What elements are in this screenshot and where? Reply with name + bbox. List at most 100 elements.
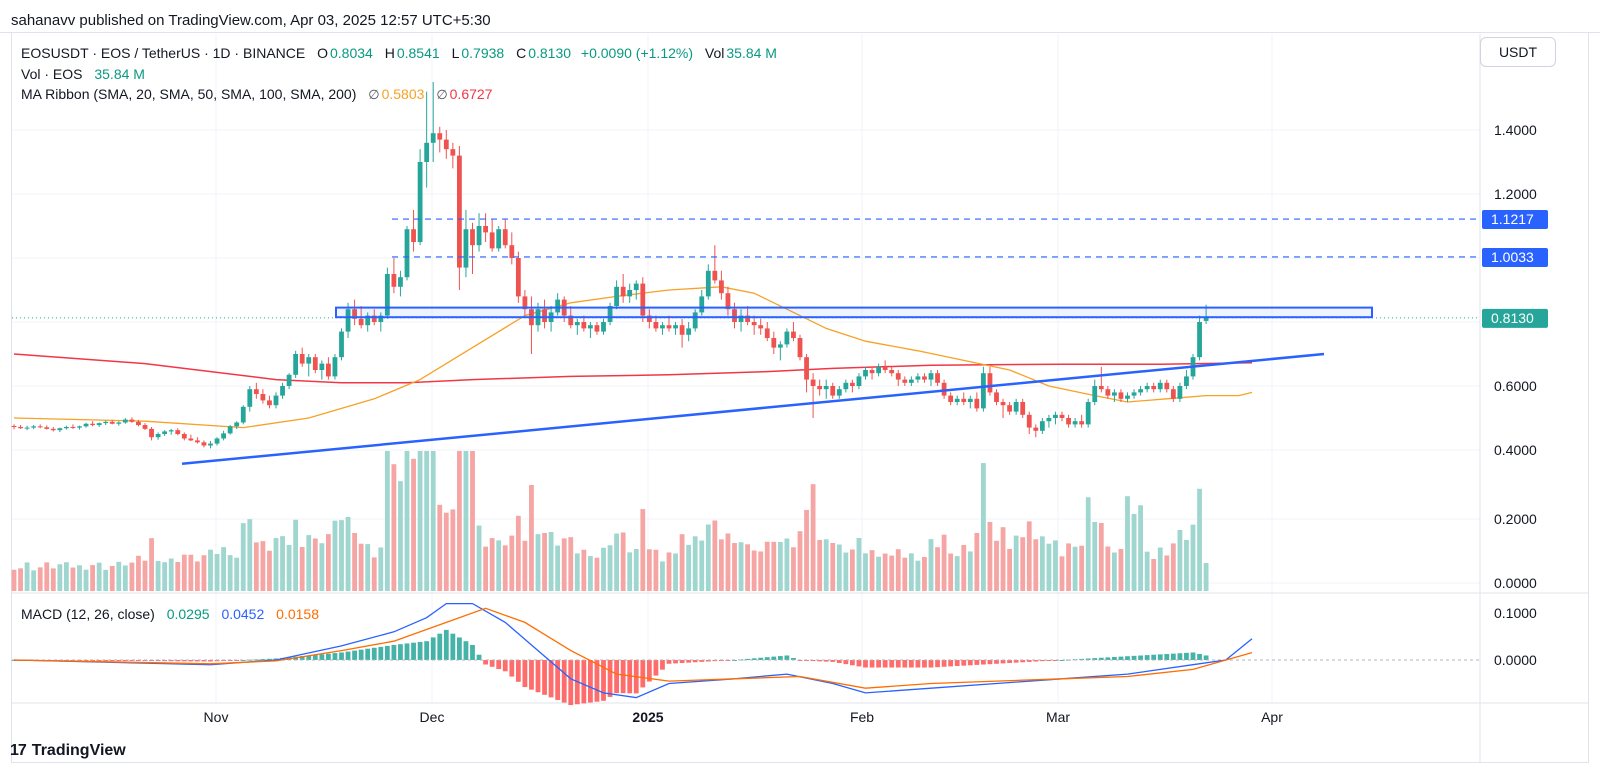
candle-body [745,315,750,322]
close-value: 0.8130 [528,45,572,61]
volume-bar [299,547,305,591]
macd-histogram-bar [417,641,423,660]
macd-histogram-bar [1170,653,1176,660]
macd-histogram-bar [915,660,921,668]
candle-body [974,398,980,409]
volume-bar [50,568,56,591]
volume-bar [437,504,443,591]
candle-body [981,373,986,409]
symbol-legend[interactable]: EOSUSDT · EOS / TetherUS · 1D · BINANCE … [21,45,779,61]
macd-histogram-bar [476,654,482,660]
volume-bar [522,540,528,591]
macd-histogram-bar [267,658,272,660]
tradingview-brand[interactable]: 17 TradingView [10,742,126,760]
macd-legend[interactable]: MACD (12, 26, close) 0.0295 0.0452 0.015… [21,606,321,622]
volume-bar [732,543,737,591]
candle-body [496,229,502,249]
volume-bar [103,569,109,591]
candle-body [18,426,23,429]
candle-body [836,389,842,396]
volume-bar [293,519,299,591]
candle-body [935,373,940,383]
candle-body [823,386,829,390]
macd-histogram-bar [568,660,574,706]
candle-body [240,406,246,423]
volume-bar [1020,537,1026,591]
candle-body [1033,427,1039,431]
volume-bar [614,533,619,591]
candle-body [11,426,17,427]
candle-body [162,431,168,434]
macd-histogram-bar [312,654,318,660]
hidden-series-icon[interactable]: ∅ [368,87,380,102]
vol-value: 35.84 M [726,45,777,61]
volume-bar [850,549,855,591]
high-value: 0.8541 [396,45,440,61]
macd-histogram-bar [155,660,161,662]
volume-bar [90,565,95,591]
candle-body [908,379,914,383]
candle-body [705,270,711,297]
macd-histogram-bar [738,659,744,661]
price-tick-label: 1.4000 [1494,122,1537,138]
volume-bar [581,549,587,591]
candle-body [699,296,705,313]
candle-body [784,331,790,345]
price-tick-label: 0.4000 [1494,442,1537,458]
candle-body [509,245,515,258]
macd-histogram-bar [908,660,914,668]
candle-body [1098,386,1104,390]
volume-bar [44,562,50,591]
candle-body [44,427,50,429]
macd-histogram-bar [129,660,135,661]
candle-body [791,331,796,338]
candle-body [850,382,855,386]
candle-body [1066,418,1071,425]
macd-histogram-bar [679,660,685,664]
macd-histogram-bar [1131,655,1137,660]
candle-body [804,357,809,380]
volume-bar [876,556,881,591]
volume-bar [129,562,135,591]
candle-body [345,309,351,332]
candle-body [391,274,397,287]
macd-histogram-bar [817,660,823,662]
volume-bar [306,535,312,591]
candle-body [37,426,43,428]
volume-bar [699,540,705,591]
volume-bar [705,524,711,591]
volume-bar [869,550,875,591]
candle-body [843,382,849,390]
macd-label: MACD (12, 26, close) [21,606,155,622]
macd-histogram-bar [882,660,888,668]
volume-bar [122,565,128,591]
ma-ribbon-label: MA Ribbon (SMA, 20, SMA, 50, SMA, 100, S… [21,86,357,102]
macd-histogram-bar [181,660,187,662]
macd-histogram-bar [1138,655,1143,660]
macd-histogram-bar [109,660,115,661]
macd-histogram-bar [483,660,488,665]
candle-body [502,229,508,246]
open-value: 0.8034 [330,45,373,61]
macd-histogram-bar [705,660,711,662]
candle-body [607,306,613,322]
volume-bar [391,464,397,591]
volume-bar [109,565,115,591]
volume-bar [404,451,410,591]
volume-bar [155,561,161,591]
hidden-series-icon[interactable]: ∅ [436,87,448,102]
ma-ribbon-legend[interactable]: MA Ribbon (SMA, 20, SMA, 50, SMA, 100, S… [21,86,494,103]
volume-legend[interactable]: Vol · EOS 35.84 M [21,66,147,82]
close-label: C [516,45,527,61]
macd-histogram-bar [345,651,351,660]
candle-body [214,438,220,444]
volume-bar [784,538,790,591]
volume-bar [1170,543,1176,591]
currency-selector[interactable]: USDT [1480,37,1556,67]
macd-histogram-bar [581,660,587,704]
macd-histogram-bar [1013,660,1019,663]
volume-bar [725,533,731,591]
macd-histogram-bar [214,660,220,662]
volume-bar [738,542,744,591]
